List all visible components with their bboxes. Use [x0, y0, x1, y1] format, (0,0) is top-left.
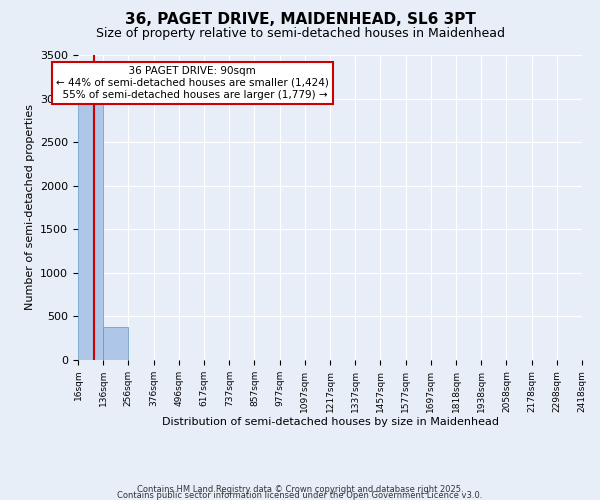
Text: Contains public sector information licensed under the Open Government Licence v3: Contains public sector information licen…: [118, 491, 482, 500]
X-axis label: Distribution of semi-detached houses by size in Maidenhead: Distribution of semi-detached houses by …: [161, 418, 499, 428]
Text: 36 PAGET DRIVE: 90sqm  
← 44% of semi-detached houses are smaller (1,424)
  55% : 36 PAGET DRIVE: 90sqm ← 44% of semi-deta…: [56, 66, 329, 100]
Y-axis label: Number of semi-detached properties: Number of semi-detached properties: [25, 104, 35, 310]
Bar: [103, 328, 128, 360]
Text: 36, PAGET DRIVE, MAIDENHEAD, SL6 3PT: 36, PAGET DRIVE, MAIDENHEAD, SL6 3PT: [125, 12, 475, 28]
Bar: [78, 81, 103, 360]
Text: Contains HM Land Registry data © Crown copyright and database right 2025.: Contains HM Land Registry data © Crown c…: [137, 485, 463, 494]
Text: Size of property relative to semi-detached houses in Maidenhead: Size of property relative to semi-detach…: [95, 28, 505, 40]
